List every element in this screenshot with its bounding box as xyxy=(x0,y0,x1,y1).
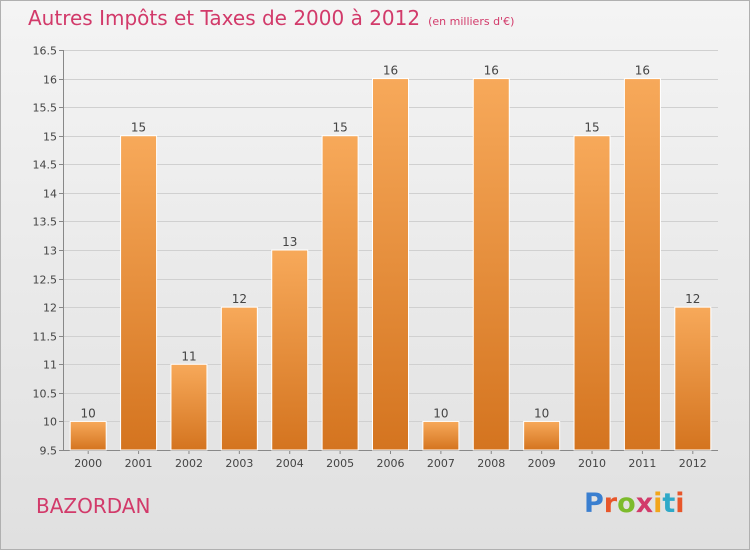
bar-2006 xyxy=(372,78,409,451)
y-tick-label: 13 xyxy=(43,245,57,258)
data-label-2004: 13 xyxy=(282,235,297,249)
y-tick-label: 9.5 xyxy=(40,445,58,458)
chart-subtitle: (en milliers d'€) xyxy=(428,15,515,28)
x-tick-label-2007: 2007 xyxy=(427,457,455,470)
data-label-2007: 10 xyxy=(433,406,448,420)
data-label-2001: 15 xyxy=(131,121,146,135)
y-tick-label: 11 xyxy=(43,359,57,372)
x-tick-label-2008: 2008 xyxy=(477,457,505,470)
x-tick-label-2004: 2004 xyxy=(276,457,304,470)
bar-2009 xyxy=(523,420,561,451)
logo-letter: t xyxy=(662,488,676,519)
bar-2010 xyxy=(573,135,611,451)
y-tick-label: 16.5 xyxy=(33,45,58,58)
logo-letter: x xyxy=(635,488,654,519)
bar-2004 xyxy=(271,249,309,451)
data-labels: 10 15 11 12 13 15 16 10 16 10 15 16 12 xyxy=(81,64,701,421)
x-tick-label-2012: 2012 xyxy=(679,457,707,470)
bar-2005 xyxy=(321,135,359,451)
y-tick-label: 14.5 xyxy=(33,159,58,172)
data-label-2009: 10 xyxy=(534,406,549,420)
y-tick-label: 14 xyxy=(43,188,57,201)
proxiti-logo[interactable]: Proxiti xyxy=(584,488,685,519)
x-tick-label-2000: 2000 xyxy=(74,457,102,470)
x-tick-label-2009: 2009 xyxy=(528,457,556,470)
logo-letter: o xyxy=(617,488,636,519)
x-tick-label-2001: 2001 xyxy=(125,457,153,470)
y-tick-label: 15.5 xyxy=(33,102,58,115)
bar-2003 xyxy=(220,306,258,451)
x-tick-label-2011: 2011 xyxy=(628,457,656,470)
x-tick-label-2003: 2003 xyxy=(225,457,253,470)
y-tick-label: 10 xyxy=(43,416,57,429)
y-tick-label: 10.5 xyxy=(33,388,58,401)
y-tick-label: 11.5 xyxy=(33,331,58,344)
y-tick-label: 12 xyxy=(43,302,57,315)
y-tick-label: 15 xyxy=(43,131,57,144)
data-label-2008: 16 xyxy=(484,64,499,78)
bar-2007 xyxy=(422,420,460,451)
data-label-2002: 11 xyxy=(181,349,196,363)
bars xyxy=(69,78,712,451)
x-tick-label-2005: 2005 xyxy=(326,457,354,470)
axes: 9.5 10 10.5 11 11.5 12 12.5 13 13.5 14 14.5 15 15.5 1… xyxy=(33,45,718,470)
data-label-2011: 16 xyxy=(635,64,650,78)
logo-letter: r xyxy=(603,488,618,519)
data-label-2000: 10 xyxy=(81,406,96,420)
place-name: BAZORDAN xyxy=(36,494,151,518)
logo-letter: P xyxy=(584,488,604,519)
x-tick-label-2010: 2010 xyxy=(578,457,606,470)
chart-title: Autres Impôts et Taxes de 2000 à 2012 (en… xyxy=(28,6,514,30)
data-label-2012: 12 xyxy=(685,292,700,306)
bar-2012 xyxy=(674,306,712,451)
bar-2002 xyxy=(170,363,208,451)
bar-2008 xyxy=(472,78,510,451)
x-tick-label-2006: 2006 xyxy=(377,457,405,470)
y-tick-label: 13.5 xyxy=(33,216,58,229)
data-label-2006: 16 xyxy=(383,64,398,78)
y-tick-label: 12.5 xyxy=(33,274,58,287)
y-tick-label: 16 xyxy=(43,74,57,87)
data-label-2005: 15 xyxy=(332,121,347,135)
bar-2011 xyxy=(623,78,661,451)
data-label-2003: 12 xyxy=(232,292,247,306)
logo-letter: i xyxy=(675,488,685,519)
data-label-2010: 15 xyxy=(584,121,599,135)
x-tick-label-2002: 2002 xyxy=(175,457,203,470)
chart-title-text: Autres Impôts et Taxes de 2000 à 2012 xyxy=(28,6,421,30)
bar-2001 xyxy=(120,135,158,451)
bar-2000 xyxy=(69,420,107,451)
logo-letter: i xyxy=(653,488,663,519)
